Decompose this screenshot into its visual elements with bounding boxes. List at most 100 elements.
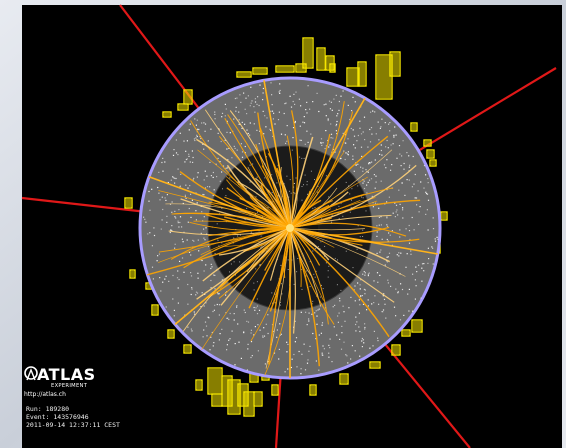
- detector-hit: [312, 250, 314, 252]
- detector-hit: [304, 143, 306, 145]
- detector-hit: [309, 261, 311, 263]
- detector-hit: [377, 281, 379, 283]
- detector-hit: [255, 213, 256, 215]
- detector-hit: [196, 134, 198, 136]
- detector-hit: [273, 112, 275, 114]
- detector-hit: [301, 199, 303, 201]
- detector-hit: [381, 154, 383, 156]
- detector-hit: [411, 186, 413, 188]
- energy-tower-fill: [126, 199, 131, 207]
- detector-hit: [219, 333, 221, 335]
- detector-hit: [183, 140, 185, 142]
- detector-hit: [370, 178, 373, 180]
- detector-hit: [400, 165, 402, 167]
- detector-hit: [287, 259, 289, 261]
- detector-hit: [402, 140, 404, 142]
- detector-hit: [310, 133, 312, 135]
- detector-hit: [364, 289, 366, 291]
- detector-hit: [363, 180, 365, 182]
- detector-hit: [311, 303, 313, 305]
- detector-hit: [394, 202, 396, 204]
- energy-tower-fill: [209, 369, 221, 393]
- detector-hit: [291, 358, 293, 360]
- detector-hit: [217, 239, 219, 241]
- detector-hit: [284, 103, 286, 105]
- detector-hit: [375, 133, 377, 135]
- detector-hit: [377, 337, 379, 339]
- detector-hit: [280, 283, 282, 285]
- detector-hit: [216, 176, 218, 178]
- detector-hit: [301, 288, 303, 290]
- detector-hit: [285, 102, 287, 104]
- detector-hit: [362, 229, 364, 231]
- detector-hit: [320, 142, 322, 144]
- detector-hit: [372, 110, 374, 112]
- detector-hit: [407, 293, 409, 295]
- detector-hit: [204, 123, 207, 125]
- detector-hit: [182, 202, 184, 205]
- detector-hit: [226, 148, 228, 150]
- detector-hit: [347, 151, 349, 153]
- detector-hit: [206, 335, 208, 337]
- detector-hit: [225, 312, 227, 314]
- detector-hit: [408, 155, 410, 157]
- detector-hit: [313, 273, 315, 275]
- detector-hit: [230, 263, 232, 265]
- atlas-logo: ATLAS EXPERIMENT http://atlas.ch: [24, 364, 104, 398]
- detector-hit: [350, 358, 352, 360]
- detector-hit: [351, 199, 352, 201]
- detector-hit: [249, 122, 251, 124]
- detector-hit: [360, 166, 362, 168]
- detector-hit: [303, 184, 304, 186]
- detector-hit: [160, 228, 162, 230]
- detector-hit: [202, 336, 204, 338]
- detector-hit: [243, 331, 245, 333]
- detector-hit: [292, 137, 294, 139]
- detector-hit: [276, 329, 278, 331]
- detector-hit: [369, 162, 371, 164]
- detector-hit: [335, 94, 337, 96]
- detector-hit: [328, 344, 330, 346]
- detector-hit: [314, 207, 316, 209]
- detector-hit: [256, 313, 259, 315]
- detector-hit: [164, 197, 166, 199]
- detector-hit: [197, 239, 199, 241]
- detector-hit: [431, 246, 433, 248]
- detector-hit: [380, 149, 382, 152]
- detector-hit: [357, 134, 359, 137]
- energy-tower: [391, 344, 401, 356]
- energy-tower-fill: [164, 113, 170, 116]
- detector-hit: [374, 202, 377, 204]
- detector-hit: [354, 300, 356, 302]
- detector-hit: [214, 274, 216, 276]
- detector-hit: [172, 298, 174, 300]
- energy-tower: [426, 149, 435, 159]
- detector-hit: [171, 211, 173, 213]
- detector-hit: [317, 185, 319, 187]
- detector-hit: [351, 110, 353, 112]
- detector-hit: [330, 123, 332, 125]
- detector-hit: [184, 161, 186, 163]
- detector-hit: [221, 112, 224, 114]
- detector-hit: [402, 207, 404, 209]
- detector-hit: [318, 369, 320, 371]
- energy-tower-fill: [153, 306, 157, 314]
- detector-hit: [414, 173, 416, 176]
- particle-track: [202, 227, 291, 282]
- detector-hit: [374, 111, 376, 113]
- detector-hit: [283, 183, 285, 185]
- detector-hit: [318, 308, 320, 310]
- energy-tower-fill: [403, 331, 409, 335]
- detector-hit: [189, 185, 191, 187]
- detector-hit: [334, 151, 336, 153]
- detector-hit: [179, 260, 181, 262]
- detector-hit: [235, 110, 237, 112]
- detector-hit: [304, 174, 306, 176]
- detector-hit: [314, 312, 316, 314]
- detector-hit: [202, 193, 204, 196]
- detector-hit: [267, 314, 269, 316]
- detector-hit: [253, 106, 255, 108]
- detector-hit: [376, 225, 378, 227]
- detector-hit: [327, 270, 329, 272]
- detector-hit: [328, 146, 330, 148]
